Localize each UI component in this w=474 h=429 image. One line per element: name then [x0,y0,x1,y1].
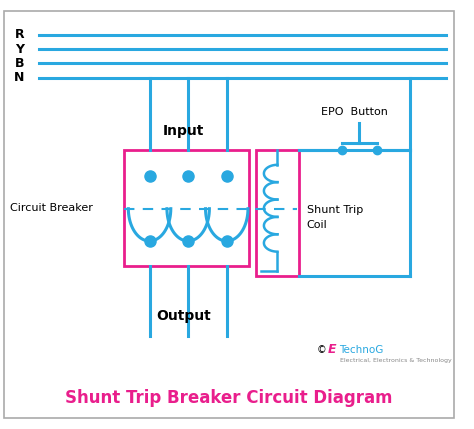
Text: Shunt Trip Breaker Circuit Diagram: Shunt Trip Breaker Circuit Diagram [65,390,392,407]
Text: Circuit Breaker: Circuit Breaker [9,203,92,213]
Text: TechnoG: TechnoG [339,345,383,355]
Text: Electrical, Electronics & Technology: Electrical, Electronics & Technology [340,358,451,363]
Bar [255,150,299,276]
Text: Shunt Trip: Shunt Trip [307,205,363,215]
Text: R: R [15,28,24,41]
Bar [124,150,249,266]
Text: N: N [14,72,25,85]
Text: ©: © [317,345,326,355]
Text: Y: Y [15,42,24,55]
Text: B: B [15,57,24,70]
Text: Input: Input [163,124,204,138]
Text: EPO  Button: EPO Button [321,107,388,117]
Text: E: E [328,343,337,356]
Text: Output: Output [156,309,211,323]
Text: Coil: Coil [307,220,328,230]
